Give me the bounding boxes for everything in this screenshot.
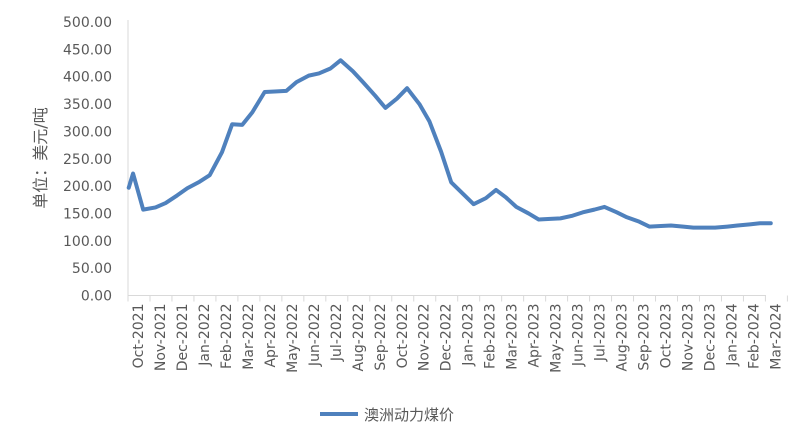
y-tick-label: 450.00	[63, 42, 112, 58]
x-tick-label: Apr-2022	[263, 304, 279, 368]
x-tick-label: Nov-2021	[153, 304, 169, 372]
x-tick-label: Oct-2021	[131, 304, 147, 369]
x-tick-label: Apr-2023	[527, 304, 543, 368]
x-tick-label: Mar-2024	[768, 303, 784, 369]
x-tick-label: Dec-2022	[439, 304, 455, 372]
x-tick-label: Dec-2023	[702, 304, 718, 372]
x-tick-label: Mar-2023	[505, 304, 521, 370]
legend: 澳洲动力煤价	[320, 406, 454, 424]
x-axis-tick-labels: Oct-2021 Nov-2021 Dec-2021 Jan-2022 Feb-2022…	[131, 303, 784, 372]
axes	[127, 20, 788, 302]
y-tick-label: 300.00	[63, 124, 112, 140]
x-tick-label: Jul-2023	[593, 304, 609, 363]
x-tick-label: Jan-2022	[197, 304, 213, 367]
y-axis-tick-labels: 0.00 50.00 100.00 150.00 200.00 250.00 300.00 3…	[63, 15, 112, 305]
x-tick-label: Feb-2024	[746, 303, 762, 369]
x-tick-label: Jan-2023	[461, 304, 477, 367]
x-tick-label: Jun-2022	[307, 304, 323, 368]
x-tick-label: Jun-2023	[571, 304, 587, 368]
x-tick-label: Nov-2023	[680, 304, 696, 372]
x-tick-label: Sep-2022	[373, 304, 389, 371]
y-tick-label: 500.00	[63, 15, 112, 31]
x-tick-label: Nov-2022	[417, 304, 433, 372]
y-tick-label: 0.00	[81, 289, 112, 305]
y-tick-label: 200.00	[63, 179, 112, 195]
series-line	[126, 58, 773, 230]
x-tick-label: Oct-2023	[659, 304, 675, 369]
y-tick-label: 350.00	[63, 97, 112, 113]
y-axis-title: 单位：美元/吨	[31, 107, 50, 208]
y-tick-label: 400.00	[63, 70, 112, 86]
x-tick-label: Dec-2021	[175, 304, 191, 372]
x-tick-label: Jan-2024	[724, 303, 740, 366]
y-tick-label: 100.00	[63, 234, 112, 250]
y-tick-label: 150.00	[63, 206, 112, 222]
x-tick-label: Aug-2023	[615, 304, 631, 372]
x-tick-label: May-2022	[285, 304, 301, 373]
x-tick-label: Oct-2022	[395, 304, 411, 369]
y-tick-label: 50.00	[72, 261, 112, 277]
x-tick-label: Feb-2022	[219, 304, 235, 369]
x-tick-label: Jul-2022	[329, 304, 345, 363]
series-layer	[126, 58, 773, 230]
legend-label: 澳洲动力煤价	[364, 406, 454, 424]
x-tick-label: Feb-2023	[483, 304, 499, 369]
x-tick-label: May-2023	[549, 304, 565, 373]
x-tick-label: Mar-2022	[241, 304, 257, 370]
x-tick-label: Sep-2023	[637, 304, 653, 371]
y-tick-label: 250.00	[63, 152, 112, 168]
x-tick-label: Aug-2022	[351, 304, 367, 372]
